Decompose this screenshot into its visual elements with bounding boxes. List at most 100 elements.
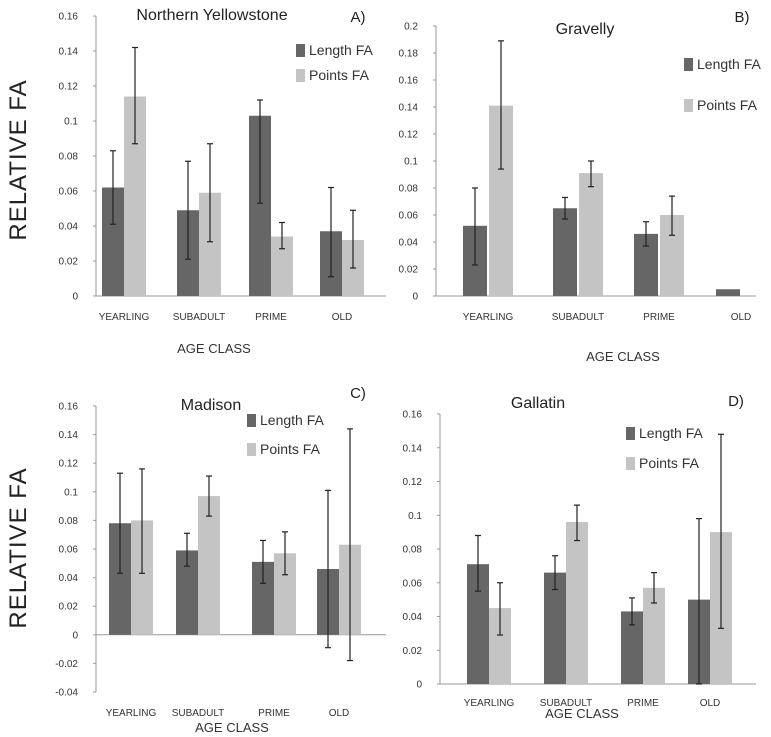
legend-swatch [626, 457, 635, 470]
y-tick-label: 0.12 [59, 459, 79, 470]
bar-length-yearling [109, 523, 131, 635]
y-tick-label: 0 [416, 680, 422, 691]
x-tick-label: YEARLING [99, 312, 150, 323]
x-tick-label: OLD [700, 698, 721, 709]
x-tick-label: PRIME [643, 312, 675, 323]
y-tick-label: 0.16 [399, 76, 419, 87]
legend-label: Length FA [639, 425, 703, 441]
legend-label: Points FA [639, 455, 700, 471]
y-tick-label: 0.04 [59, 222, 79, 233]
y-tick-label: 0.2 [404, 22, 418, 33]
legend-label: Points FA [309, 67, 370, 83]
panel-label: B) [735, 9, 750, 26]
x-tick-label: YEARLING [463, 312, 514, 323]
x-tick-label: YEARLING [464, 698, 515, 709]
legend-swatch [684, 58, 693, 71]
x-tick-label: YEARLING [106, 708, 157, 719]
bar-points-prime [643, 587, 665, 684]
legend-swatch [247, 443, 256, 456]
y-tick-label: 0.12 [59, 82, 79, 93]
y-tick-label: -0.04 [55, 688, 78, 699]
panel-label: A) [351, 9, 366, 26]
y-tick-label: 0.04 [59, 573, 79, 584]
x-tick-label: SUBADULT [540, 698, 593, 709]
y-tick-label: 0.18 [399, 49, 419, 60]
x-axis-label: AGE CLASS [195, 720, 269, 735]
y-tick-label: 0.08 [403, 545, 423, 556]
y-tick-label: 0.06 [59, 545, 79, 556]
chart-panel-a: 0 0.02 0.04 0.06 0.08 0.1 0.12 0.14 0.16 YEARLING… [59, 7, 386, 356]
y-tick-label: 0.16 [59, 402, 79, 413]
y-tick-label: 0 [72, 630, 78, 641]
chart-title: Northern Yellowstone [136, 7, 287, 24]
x-tick-label: OLD [731, 312, 752, 323]
chart-title: Madison [181, 397, 241, 414]
bar-points-subadult [579, 173, 603, 296]
y-axis-label-bottom: RELATIVE FA [5, 467, 32, 628]
y-tick-label: 0.1 [64, 117, 78, 128]
bar-length-old [716, 289, 740, 296]
y-tick-label: 0.04 [399, 238, 419, 249]
y-tick-label: 0.16 [59, 12, 79, 23]
bar-length-prime [249, 115, 271, 296]
y-tick-label: 0.12 [399, 130, 419, 141]
y-tick-label: 0.12 [403, 477, 423, 488]
y-tick-label: 0.14 [399, 103, 419, 114]
y-tick-label: 0.08 [59, 152, 79, 163]
x-tick-label: PRIME [255, 312, 287, 323]
y-tick-label: 0.02 [403, 646, 423, 657]
bar-length-prime [252, 561, 274, 635]
y-tick-label: 0 [412, 292, 418, 303]
y-tick-label: 0.16 [403, 410, 423, 421]
legend-swatch [296, 69, 305, 82]
legend-label: Points FA [260, 441, 321, 457]
bar-length-yearling [102, 187, 124, 296]
x-tick-label: OLD [329, 708, 350, 719]
y-tick-label: 0.14 [59, 47, 79, 58]
bar-length-subadult [544, 572, 566, 684]
bar-length-subadult [553, 208, 577, 296]
y-tick-label: 0.02 [59, 257, 79, 268]
bar-points-subadult [199, 192, 221, 296]
legend-label: Length FA [309, 42, 373, 58]
y-tick-label: -0.02 [55, 659, 78, 670]
y-tick-label: 0.14 [403, 443, 423, 454]
legend-swatch [626, 427, 635, 440]
y-tick-label: 0.06 [59, 187, 79, 198]
legend-swatch [684, 99, 693, 112]
y-tick-label: 0.06 [403, 578, 423, 589]
chart-panel-d: 0 0.02 0.04 0.06 0.08 0.1 0.12 0.14 0.16 YEARLING… [403, 393, 756, 721]
bar-points-prime [274, 553, 296, 635]
legend-swatch [296, 44, 305, 57]
y-tick-label: 0.1 [64, 487, 78, 498]
y-tick-label: 0.1 [404, 157, 418, 168]
y-tick-label: 0.02 [59, 602, 79, 613]
bar-points-yearling [131, 520, 153, 635]
y-tick-label: 0.14 [59, 430, 79, 441]
bar-points-yearling [489, 608, 511, 684]
x-axis-label: AGE CLASS [545, 706, 619, 721]
bar-length-yearling [467, 564, 489, 684]
x-axis-label: AGE CLASS [586, 349, 660, 364]
x-axis-label: AGE CLASS [177, 341, 251, 356]
panel-label: C) [350, 385, 366, 402]
y-tick-label: 0.1 [408, 511, 422, 522]
x-tick-label: PRIME [258, 708, 290, 719]
y-tick-label: 0.08 [399, 184, 419, 195]
legend-label: Points FA [697, 97, 758, 113]
chart-title: Gallatin [511, 395, 565, 412]
y-tick-label: 0.08 [59, 516, 79, 527]
bar-points-subadult [566, 522, 588, 684]
y-tick-label: 0.04 [403, 612, 423, 623]
legend-swatch [247, 414, 256, 427]
bar-points-yearling [124, 96, 146, 296]
x-tick-label: PRIME [627, 698, 659, 709]
y-axis-label-top: RELATIVE FA [5, 79, 32, 240]
bar-length-prime [621, 611, 643, 684]
bar-length-subadult [176, 550, 198, 635]
y-tick-label: 0.02 [399, 265, 419, 276]
bar-points-prime [271, 236, 293, 296]
chart-title: Gravelly [556, 21, 615, 38]
legend-label: Length FA [697, 56, 761, 72]
